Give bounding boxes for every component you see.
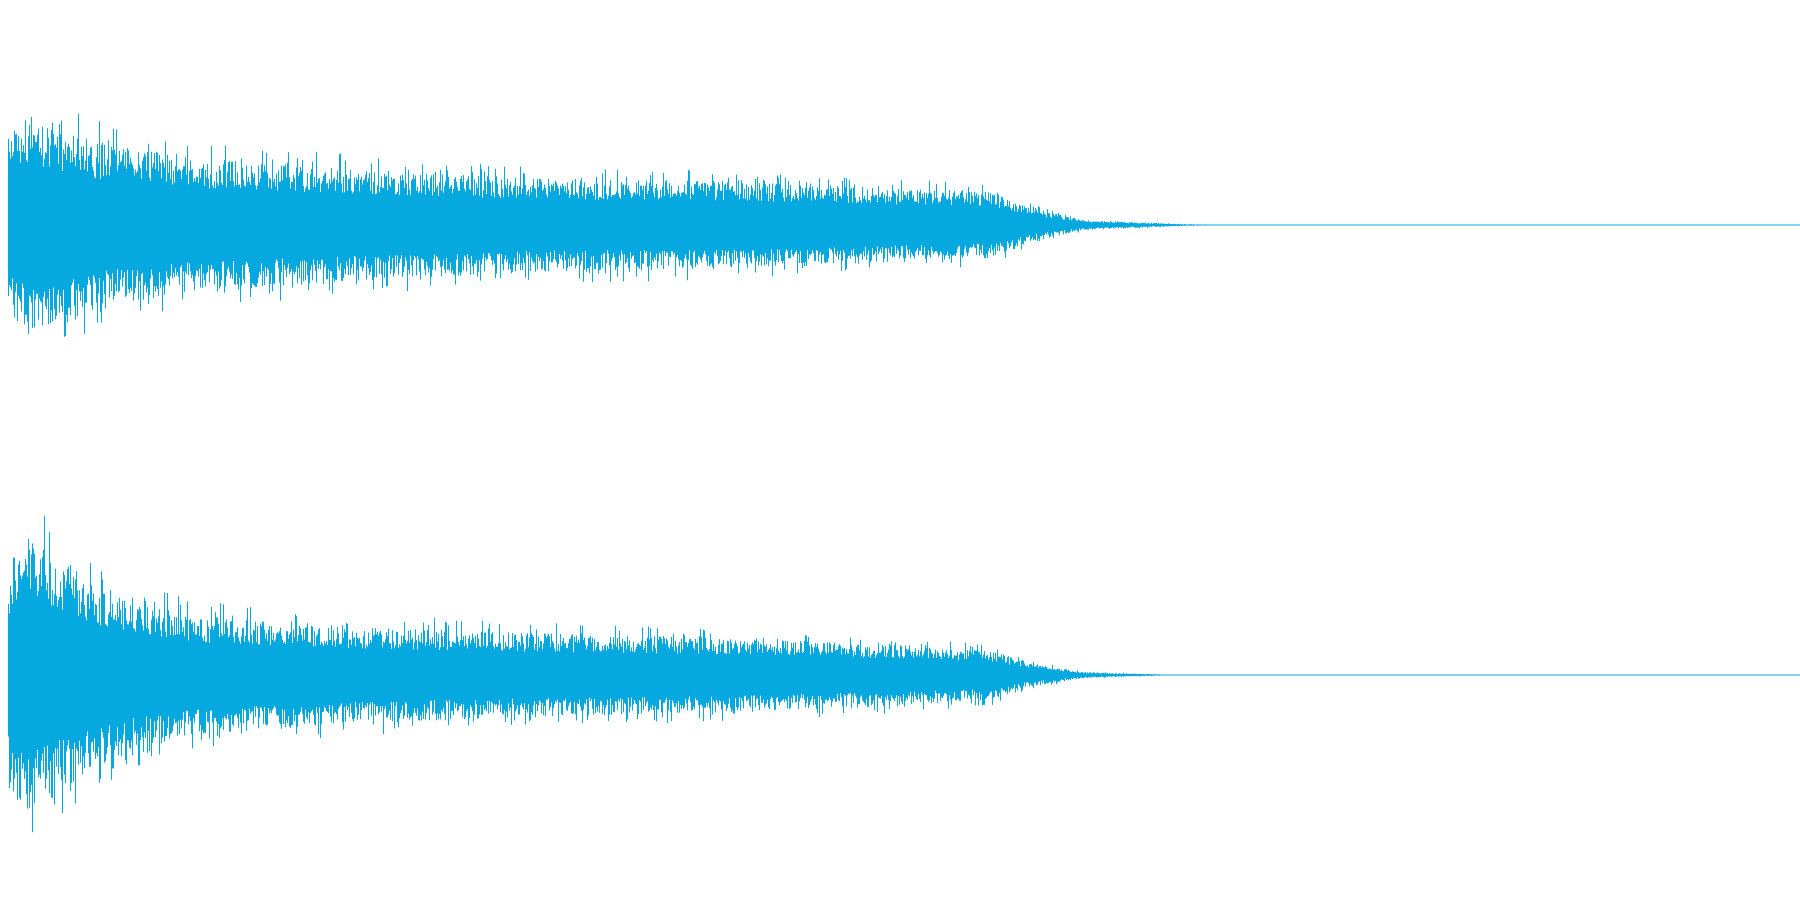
waveform-core xyxy=(7,169,1217,281)
waveform-core xyxy=(7,603,1178,747)
waveform-channel-1 xyxy=(7,113,1800,337)
waveform-channel-2 xyxy=(7,515,1800,833)
